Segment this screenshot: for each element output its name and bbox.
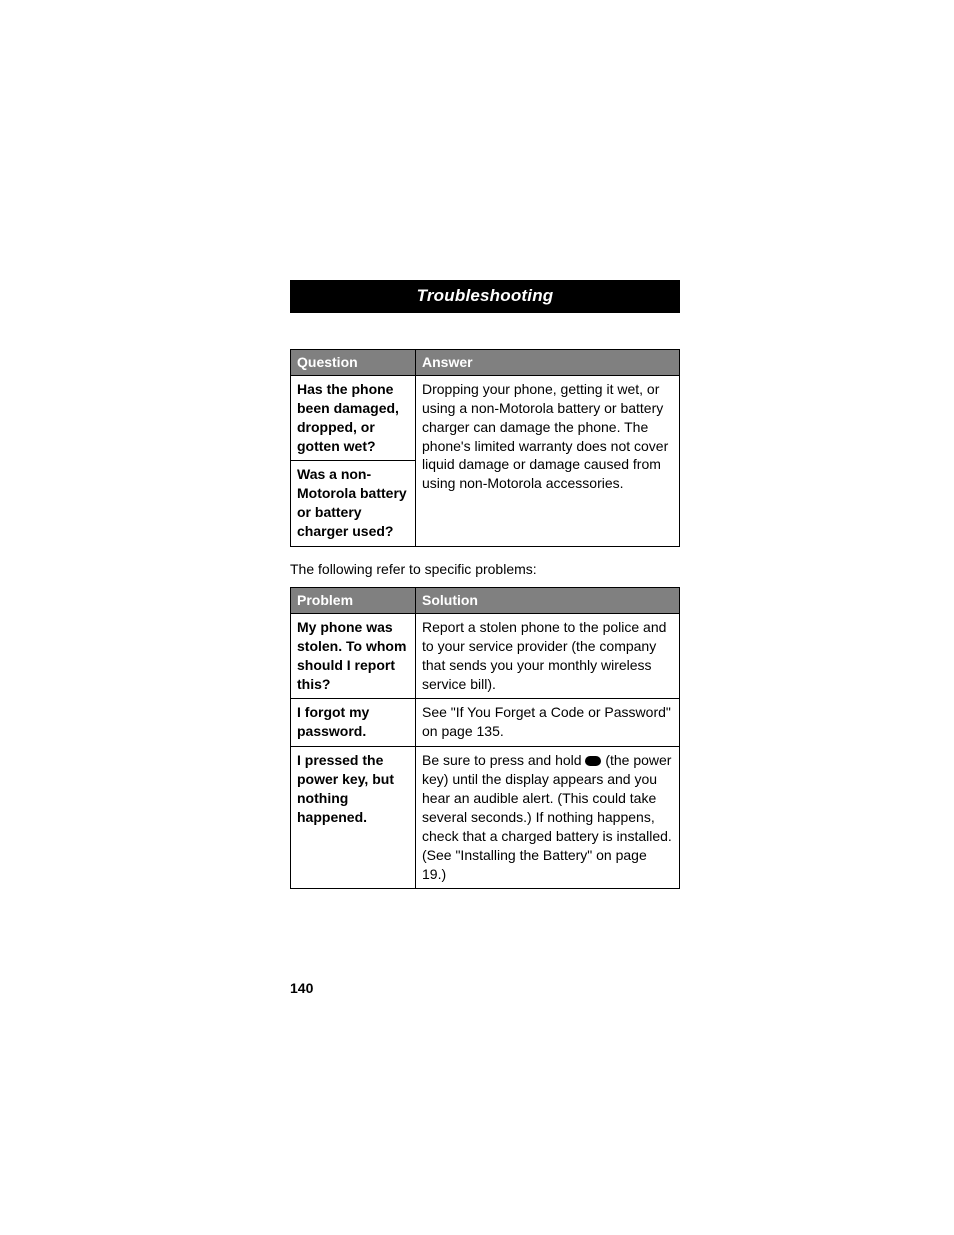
intro-note: The following refer to specific problems… xyxy=(290,561,680,577)
power-key-icon xyxy=(585,756,601,766)
table1-question-1: Has the phone been damaged, dropped, or … xyxy=(291,375,416,461)
table1-header-answer: Answer xyxy=(416,350,680,376)
table1-answer: Dropping your phone, getting it wet, or … xyxy=(416,375,680,546)
table2-row0-problem: My phone was stolen. To whom should I re… xyxy=(291,613,416,699)
table2-row2-solution-post: (the power key) until the display appear… xyxy=(422,752,672,881)
table1-question-2: Was a non-Motorola battery or battery ch… xyxy=(291,461,416,547)
table2-row2-solution: Be sure to press and hold (the power key… xyxy=(416,747,680,889)
table2-row0-solution: Report a stolen phone to the police and … xyxy=(416,613,680,699)
table2-row2-solution-pre: Be sure to press and hold xyxy=(422,752,585,768)
table2-row2-problem: I pressed the power key, but nothing hap… xyxy=(291,747,416,889)
section-title: Troubleshooting xyxy=(290,280,680,313)
problem-solution-table: Problem Solution My phone was stolen. To… xyxy=(290,587,680,889)
table2-row1-solution: See "If You Forget a Code or Password" o… xyxy=(416,699,680,747)
question-answer-table: Question Answer Has the phone been damag… xyxy=(290,349,680,547)
page-number: 140 xyxy=(290,980,313,996)
table2-header-problem: Problem xyxy=(291,588,416,614)
table2-header-solution: Solution xyxy=(416,588,680,614)
table2-row1-problem: I forgot my password. xyxy=(291,699,416,747)
table1-header-question: Question xyxy=(291,350,416,376)
